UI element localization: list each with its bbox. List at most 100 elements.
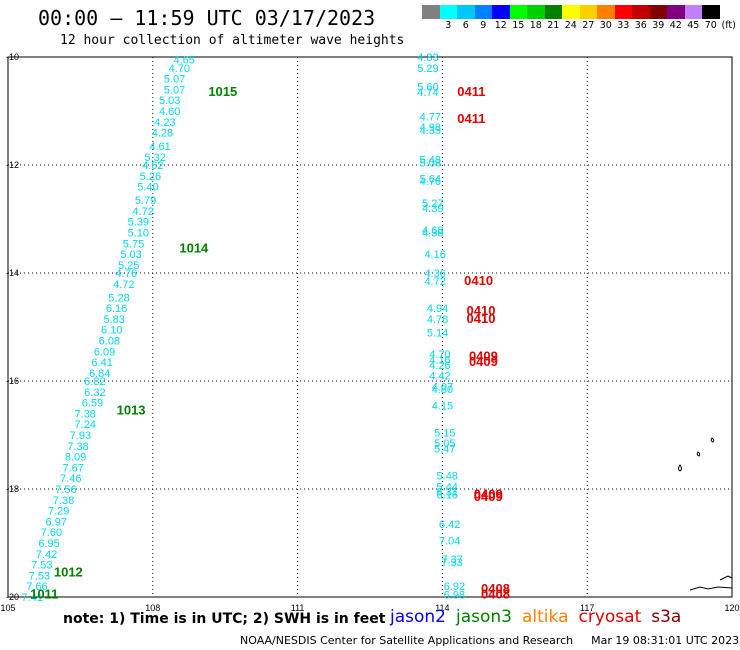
wave-height-label: 6.82: [84, 376, 105, 388]
legend-swatch: 27: [579, 5, 597, 31]
pass-time-label: 0410: [467, 311, 496, 326]
wave-height-label: 5.15: [434, 427, 455, 439]
wave-height-label: 6.84: [89, 368, 110, 380]
legend-swatch: 42: [667, 5, 685, 31]
footer-credit: NOAA/NESDIS Center for Satellite Applica…: [240, 634, 739, 647]
map-frame: [7, 56, 733, 598]
pass-time-label: 0411: [457, 111, 485, 126]
wave-height-label: 4.76: [420, 176, 441, 188]
island-outline: [710, 437, 715, 443]
wave-height-label: 8.09: [65, 452, 86, 464]
legend-label: 39: [652, 20, 665, 31]
legend-swatch: 3: [439, 5, 457, 31]
wave-height-label: 4.78: [427, 314, 448, 326]
wave-height-label: 7.41: [21, 592, 42, 604]
wave-height-label: 4.76: [116, 268, 137, 280]
wave-height-label: 7.04: [439, 535, 460, 547]
wave-height-label: 5.03: [120, 249, 141, 261]
wave-height-label: 5.83: [103, 314, 124, 326]
legend-swatch: 18: [527, 5, 545, 31]
wave-height-label: 7.42: [36, 549, 57, 561]
pass-time-label: 1012: [54, 565, 83, 580]
pass-time-label: 0410: [467, 303, 496, 318]
pass-time-label: 0408: [481, 586, 510, 601]
wave-height-label: 4.80: [432, 384, 453, 396]
pass-time-label: 1015: [208, 84, 237, 99]
wave-height-label: 5.44: [437, 481, 458, 493]
wave-height-label: 5.27: [422, 198, 443, 210]
legend-label: 36: [634, 20, 647, 31]
legend-swatch: 9: [474, 5, 492, 31]
wave-height-label: 4.94: [427, 303, 448, 315]
legend-swatch: 12: [492, 5, 510, 31]
legend-color-box: [474, 5, 492, 19]
wave-height-label: 7.38: [67, 441, 88, 453]
wave-height-label: 4.68: [422, 225, 443, 237]
satellite-jason2: jason2: [390, 607, 446, 627]
wave-height-label: 4.60: [159, 106, 180, 118]
credit-text: NOAA/NESDIS Center for Satellite Applica…: [240, 634, 574, 647]
wave-height-label: 5.75: [123, 238, 144, 250]
wave-height-label: 7.38: [53, 495, 74, 507]
wave-height-label: 6.09: [94, 346, 115, 358]
wave-height-label: 7.46: [60, 473, 81, 485]
wave-height-label: 6.10: [101, 325, 122, 337]
wave-height-label: 7.33: [441, 557, 462, 569]
legend-swatch: 33: [614, 5, 632, 31]
legend-color-box: [684, 5, 702, 19]
wave-height-label: 5.05: [434, 438, 455, 450]
satellite-s3a: s3a: [651, 607, 682, 627]
lon-tick-label: 120: [724, 603, 739, 613]
wave-height-label: 6.59: [82, 398, 103, 410]
legend-color-box: [544, 5, 562, 19]
legend-color-box: [614, 5, 632, 19]
wave-height-label: 5.48: [437, 471, 458, 483]
legend-label: 27: [582, 20, 595, 31]
wave-height-label: 7.56: [55, 484, 76, 496]
wave-height-label: 4.36: [424, 268, 445, 280]
color-legend: 3 6 9 12 15 18 21 24 27 30 33 36 39 42 45 70 (ft): [422, 5, 736, 31]
wave-height-label: 4.23: [154, 117, 175, 129]
wave-height-label: 5.08: [420, 157, 441, 169]
wave-height-label: 5.60: [417, 82, 438, 94]
wave-height-label: 4.15: [432, 400, 453, 412]
lon-tick-label: 117: [580, 603, 594, 613]
legend-label: 30: [599, 20, 612, 31]
wave-height-label: 5.48: [420, 155, 441, 167]
legend-swatch: 6: [457, 5, 475, 31]
coastline: [689, 586, 733, 591]
legend-color-box: [527, 5, 545, 19]
wave-height-label: 5.25: [118, 260, 139, 272]
pass-time-label: 1013: [117, 403, 146, 418]
wave-height-label: 5.47: [434, 444, 455, 456]
legend-label: 9: [480, 20, 487, 31]
wave-height-label: 4.42: [429, 371, 450, 383]
legend-color-box: [439, 5, 457, 19]
wave-height-label: 6.41: [91, 357, 112, 369]
footnote: note: 1) Time is in UTC; 2) SWH is in fe…: [63, 611, 386, 627]
legend-swatch: 36: [632, 5, 650, 31]
wave-height-label: 4.72: [113, 279, 134, 291]
satellite-cryosat: cryosat: [578, 607, 642, 627]
wave-height-label: 4.35: [420, 125, 441, 137]
wave-height-label: 4.70: [429, 349, 450, 361]
wave-height-label: 6.98: [444, 589, 465, 601]
wave-height-label: 5.10: [128, 228, 149, 240]
legend-label: 12: [494, 20, 507, 31]
pass-time-label: 0409: [469, 354, 498, 369]
wave-height-label: 6.97: [46, 516, 67, 528]
wave-height-label: 4.98: [420, 122, 441, 134]
legend-swatch: 15: [509, 5, 527, 31]
wave-height-label: 5.64: [420, 174, 441, 186]
legend-swatch: 45: [684, 5, 702, 31]
wave-height-label: 4.77: [420, 111, 441, 123]
legend-color-box: [492, 5, 510, 19]
wave-height-label: 4.38: [422, 228, 443, 240]
lat-tick-label: -12: [6, 160, 19, 170]
wave-height-label: 4.72: [424, 276, 445, 288]
wave-height-label: 4.16: [424, 249, 445, 261]
legend-color-box: [457, 5, 475, 19]
wave-height-label: 5.39: [128, 217, 149, 229]
